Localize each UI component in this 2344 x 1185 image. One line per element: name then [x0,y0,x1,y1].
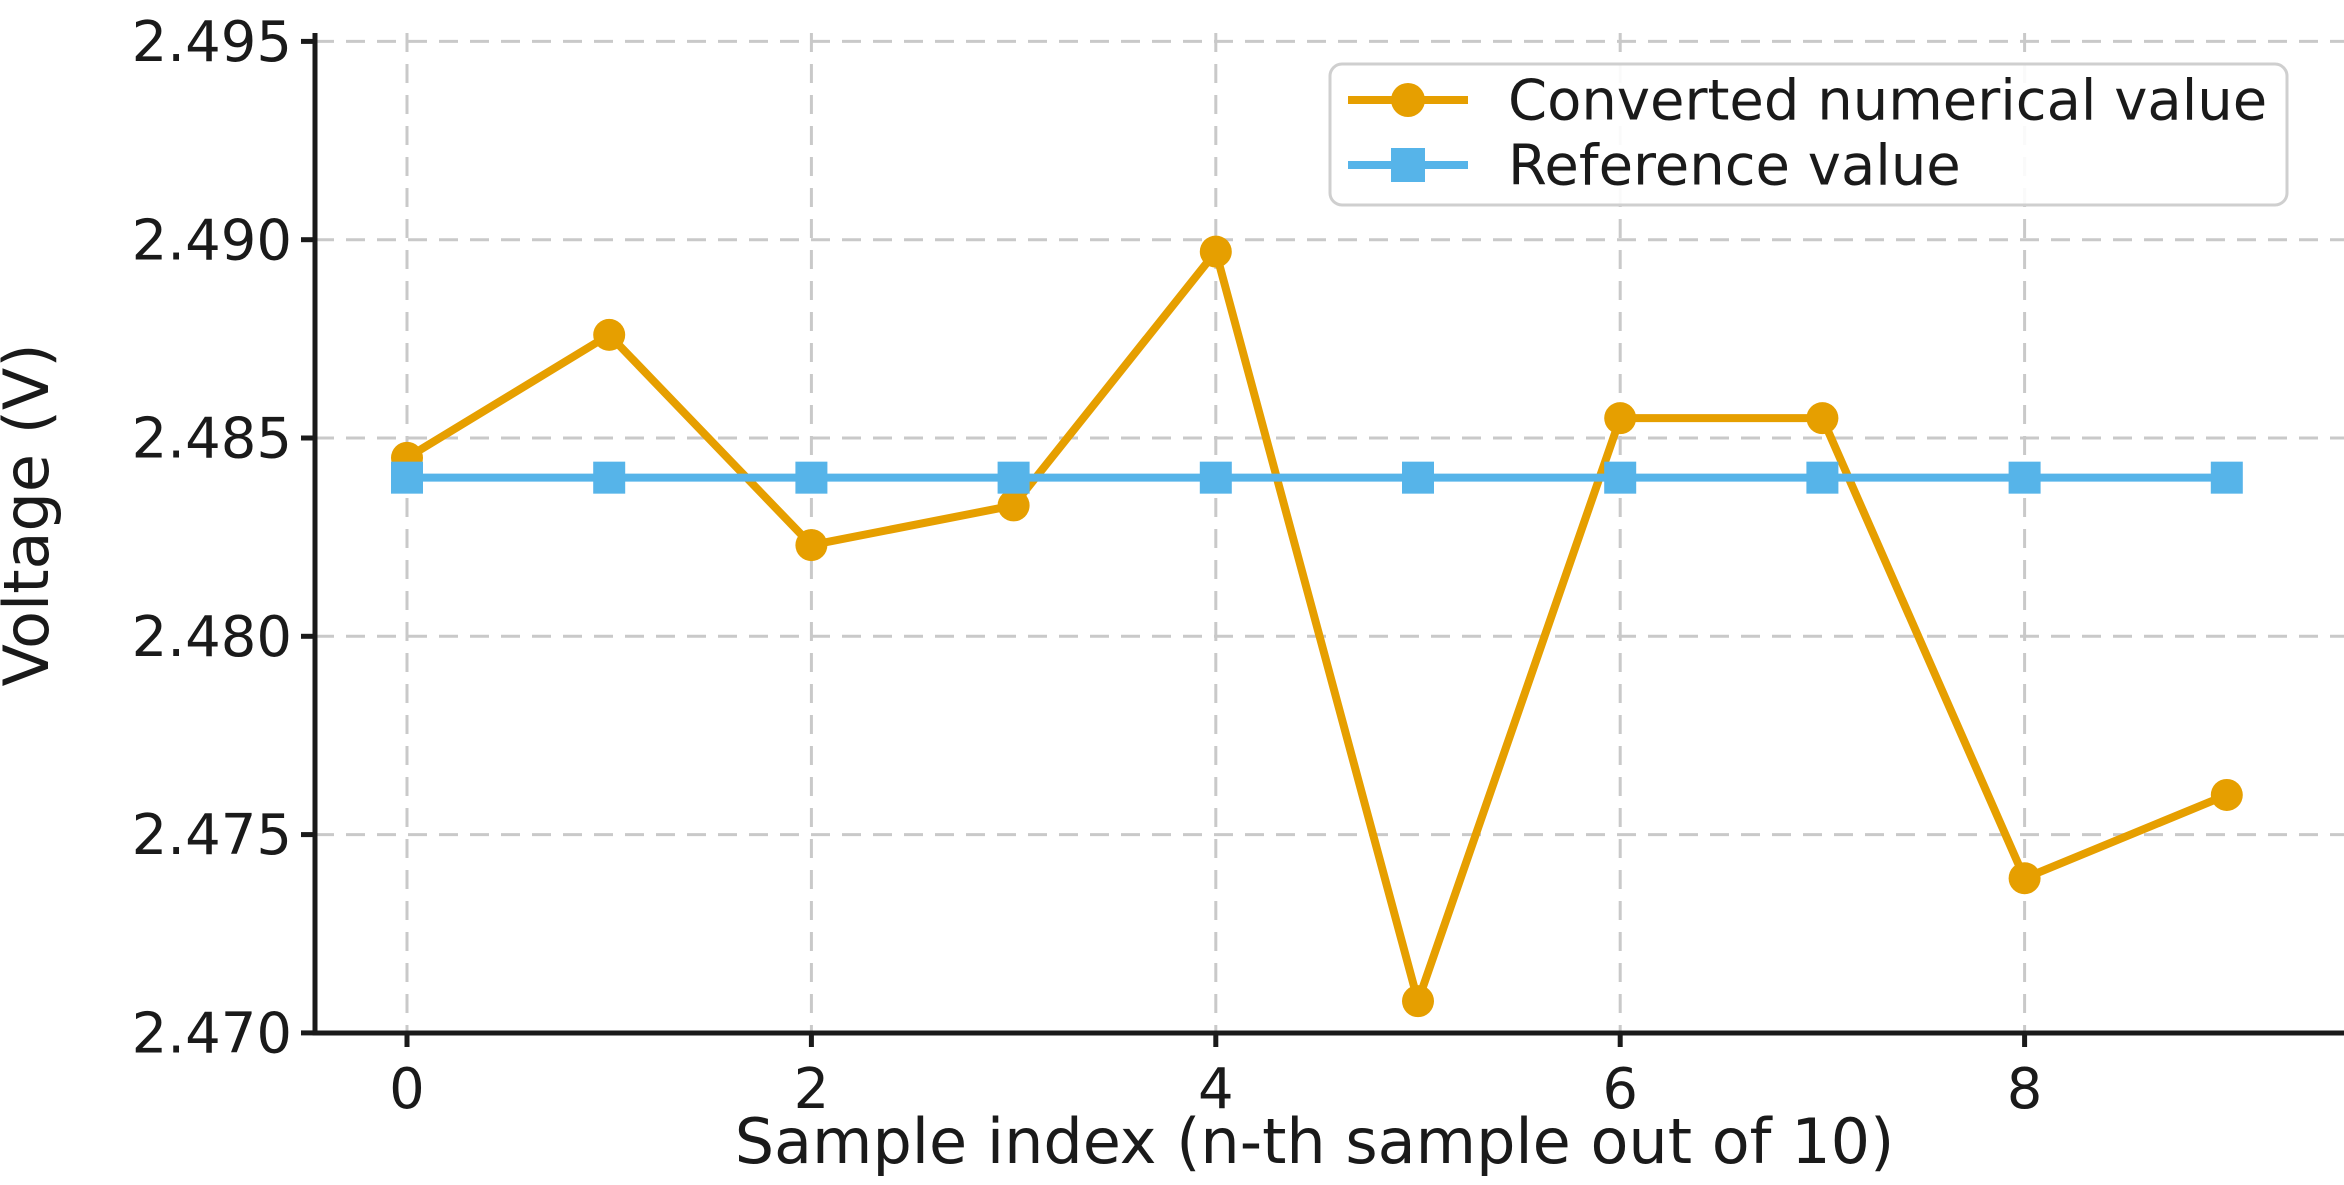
y-axis-label: Voltage (V) [0,343,63,686]
legend-square-marker-icon [1391,148,1425,182]
circle-marker [2210,778,2243,811]
circle-marker [1604,402,1637,435]
legend-item: Converted numerical value [1348,69,2267,134]
circle-marker [1806,402,1839,435]
y-tick-label: 2.495 [132,10,292,75]
legend-circle-marker-icon [1391,83,1425,117]
circle-marker [795,529,828,562]
y-tick-label: 2.475 [132,803,292,868]
series-reference [391,461,2243,494]
series-converted [391,235,2243,1018]
x-tick-label: 8 [2007,1057,2043,1122]
circle-marker [997,489,1030,522]
converted-series-line [403,247,2231,1006]
square-marker [997,461,1030,494]
circle-marker [1199,235,1232,268]
square-marker [1199,461,1232,494]
square-marker [1806,461,1839,494]
square-marker [1604,461,1637,494]
y-tick-label: 2.470 [132,1002,292,1067]
legend-box [1328,62,2289,207]
circle-marker [593,318,626,351]
legend-label: Reference value [1508,134,1961,199]
y-tick-label: 2.490 [132,208,292,273]
circle-marker [2008,862,2041,895]
y-tick-label: 2.485 [132,407,292,472]
square-marker [1402,461,1434,494]
square-marker [391,461,423,494]
y-tick-label: 2.480 [132,605,292,670]
square-marker [795,461,828,494]
legend-item: Reference value [1348,134,1961,199]
circle-marker [1402,985,1434,1018]
x-tick-label: 2 [794,1057,830,1122]
x-tick-label: 6 [1602,1057,1638,1122]
square-marker [2210,461,2243,494]
x-tick-label: 4 [1198,1057,1234,1122]
square-marker [593,461,626,494]
x-axis-label: Sample index (n-th sample out of 10) [735,1105,1895,1178]
x-tick-label: 0 [389,1057,425,1122]
legend-label: Converted numerical value [1508,69,2267,134]
square-marker [2008,461,2041,494]
